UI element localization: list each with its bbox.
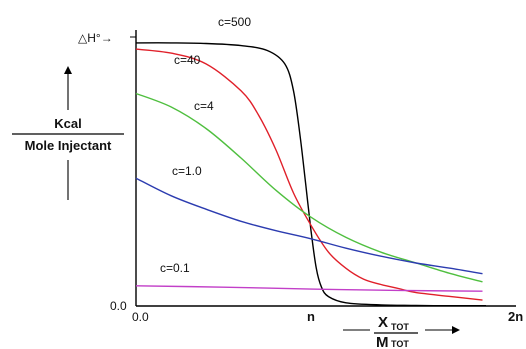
x-tick-n: n bbox=[307, 309, 315, 324]
series-label-c-500: c=500 bbox=[218, 15, 251, 29]
x-tick-zero: 0.0 bbox=[132, 310, 149, 324]
series-label-c-0-1: c=0.1 bbox=[160, 261, 190, 275]
series-label-c-1-0: c=1.0 bbox=[172, 164, 202, 178]
xlabel-numerator: X bbox=[378, 314, 388, 331]
curves-group bbox=[135, 42, 487, 307]
series-label-c-40: c=40 bbox=[174, 53, 201, 67]
series-line-c-500 bbox=[135, 42, 487, 307]
xlabel-right-arrow-icon bbox=[452, 326, 460, 334]
series-labels-group: c=500 c=40 c=4 c=1.0 c=0.1 bbox=[160, 15, 251, 275]
xlabel-denominator: M bbox=[376, 334, 389, 349]
xlabel-numerator-sub: TOT bbox=[391, 322, 409, 332]
ylabel-numerator: Kcal bbox=[54, 116, 81, 131]
ylabel-up-arrow-icon bbox=[64, 66, 72, 74]
delta-h-label: △H°→ bbox=[78, 31, 113, 45]
ylabel-denominator: Mole Injectant bbox=[25, 138, 112, 153]
series-line-c-4 bbox=[135, 92, 483, 283]
series-line-c-0-1 bbox=[135, 285, 483, 292]
x-tick-2n: 2n bbox=[508, 309, 523, 324]
xlabel-denominator-sub: TOT bbox=[391, 339, 409, 349]
series-label-c-4: c=4 bbox=[194, 99, 214, 113]
series-line-c-1-0 bbox=[135, 177, 483, 275]
y-tick-zero: 0.0 bbox=[110, 299, 127, 313]
